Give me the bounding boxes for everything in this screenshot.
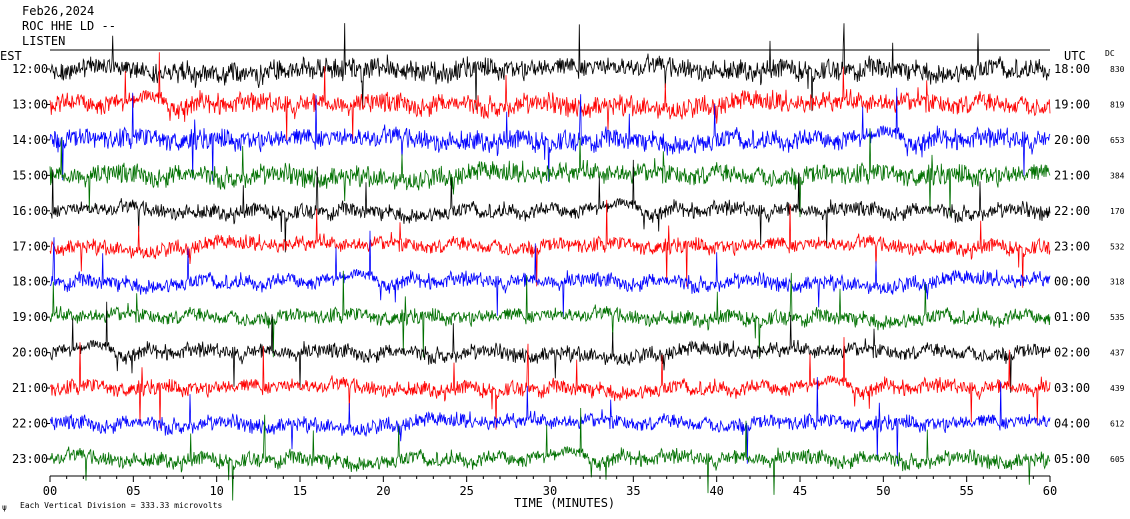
- right-axis-title: UTC: [1064, 49, 1086, 63]
- dc-offset-value: 437: [1110, 349, 1125, 358]
- dc-offset-value: 605: [1110, 455, 1125, 464]
- left-axis-title: EST: [0, 49, 22, 63]
- utc-hour-label: 20:00: [1054, 133, 1090, 147]
- seismic-trace: [49, 377, 1051, 464]
- utc-hour-label: 22:00: [1054, 204, 1090, 218]
- header-station: ROC HHE LD --: [22, 19, 116, 33]
- utc-hour-label: 19:00: [1054, 97, 1090, 111]
- x-tick-group: 00 05 10 15 20 25 30 35 40 45 50 55 60: [43, 476, 1057, 498]
- dc-offset-value: 653: [1110, 136, 1125, 145]
- x-tick-label: 00: [43, 484, 57, 498]
- seismic-trace: [49, 230, 1051, 318]
- utc-hour-label: 21:00: [1054, 168, 1090, 182]
- seismic-trace: [49, 52, 1051, 141]
- seismic-trace: [49, 128, 1051, 218]
- est-hour-label: 23:00: [12, 452, 48, 466]
- seismic-trace: [49, 270, 1051, 359]
- est-hour-label: 16:00: [12, 204, 48, 218]
- x-tick-label: 20: [376, 484, 390, 498]
- seismic-trace: [49, 87, 1051, 183]
- utc-hour-label: 03:00: [1054, 381, 1090, 395]
- seismic-trace: [49, 407, 1051, 501]
- x-axis-title: TIME (MINUTES): [514, 496, 615, 510]
- utc-hour-label: 18:00: [1054, 62, 1090, 76]
- utc-hour-label: 00:00: [1054, 275, 1090, 289]
- seismic-trace: [49, 199, 1051, 288]
- x-tick-label: 45: [793, 484, 807, 498]
- trace-group: [49, 23, 1051, 501]
- x-tick-label: 35: [626, 484, 640, 498]
- header-date: Feb26,2024: [22, 4, 94, 18]
- dc-offset-value: 535: [1110, 313, 1125, 322]
- dc-offset-value: 318: [1110, 278, 1125, 287]
- utc-hour-label: 01:00: [1054, 310, 1090, 324]
- x-tick-label: 60: [1043, 484, 1057, 498]
- dc-offset-value: 170: [1110, 207, 1125, 216]
- logo-mark: ψ: [2, 503, 7, 512]
- seismic-trace: [49, 337, 1051, 430]
- dc-offset-value: 612: [1110, 420, 1125, 429]
- est-hour-label: 14:00: [12, 133, 48, 147]
- dc-offset-value: 819: [1110, 100, 1125, 109]
- dc-offset-value: 830: [1110, 65, 1125, 74]
- est-hour-label: 12:00: [12, 62, 48, 76]
- x-tick-label: 55: [959, 484, 973, 498]
- x-tick-label: 30: [543, 484, 557, 498]
- utc-hour-label: 23:00: [1054, 239, 1090, 253]
- est-hour-label: 18:00: [12, 275, 48, 289]
- est-hour-label: 22:00: [12, 417, 48, 431]
- dc-column-title: DC: [1105, 49, 1115, 58]
- seismic-trace: [49, 301, 1051, 393]
- x-tick-label: 40: [709, 484, 723, 498]
- header-extra: LISTEN: [22, 34, 65, 48]
- est-hour-label: 13:00: [12, 97, 48, 111]
- x-tick-label: 10: [209, 484, 223, 498]
- utc-hour-label: 02:00: [1054, 346, 1090, 360]
- utc-hour-label: 05:00: [1054, 452, 1090, 466]
- utc-hour-label: 04:00: [1054, 417, 1090, 431]
- y-label-group: 12:00 18:00 830 13:00 19:00 819 14:00 20:00 653 1…: [12, 62, 1125, 466]
- est-hour-label: 19:00: [12, 310, 48, 324]
- dc-offset-value: 439: [1110, 384, 1125, 393]
- dc-offset-value: 532: [1110, 242, 1125, 251]
- seismic-trace: [49, 23, 1051, 112]
- scale-note: Each Vertical Division = 333.33 microvol…: [20, 501, 222, 510]
- x-tick-label: 50: [876, 484, 890, 498]
- est-hour-label: 20:00: [12, 346, 48, 360]
- x-tick-label: 25: [459, 484, 473, 498]
- seismic-trace: [49, 159, 1051, 253]
- est-hour-label: 21:00: [12, 381, 48, 395]
- est-hour-label: 17:00: [12, 239, 48, 253]
- x-tick-label: 05: [126, 484, 140, 498]
- dc-offset-value: 384: [1110, 171, 1125, 180]
- x-tick-label: 15: [293, 484, 307, 498]
- est-hour-label: 15:00: [12, 168, 48, 182]
